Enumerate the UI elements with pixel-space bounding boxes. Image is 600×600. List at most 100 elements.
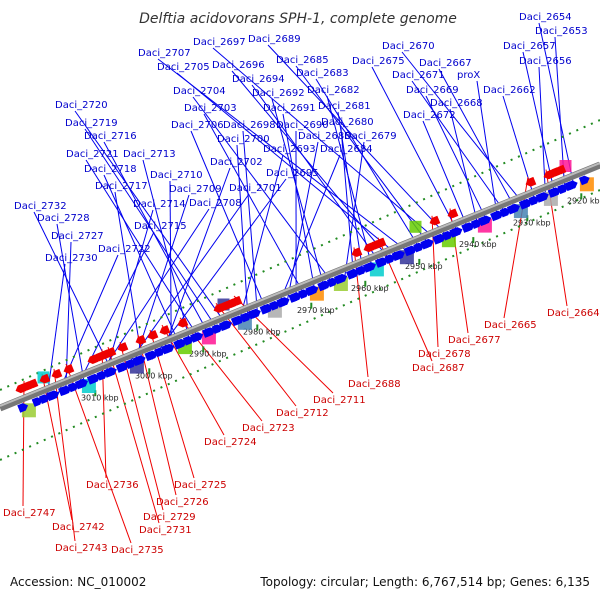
reverse-gene-label[interactable]: Daci_2729: [143, 512, 196, 523]
forward-gene-arrow: [449, 228, 461, 238]
tick-mark: [202, 346, 205, 353]
label-leader-line: [326, 95, 374, 271]
forward-gene-label[interactable]: Daci_2684: [320, 144, 373, 155]
forward-gene-label[interactable]: Daci_2717: [95, 181, 148, 192]
label-leader-line: [538, 66, 547, 200]
forward-gene-label[interactable]: Daci_2675: [352, 56, 405, 67]
reverse-gene-label[interactable]: Daci_2725: [174, 480, 227, 491]
forward-gene-label[interactable]: Daci_2682: [307, 85, 360, 96]
forward-gene-label[interactable]: Daci_2721: [66, 149, 119, 160]
forward-gene-label[interactable]: Daci_2727: [51, 231, 104, 242]
forward-gene-label[interactable]: Daci_2701: [229, 183, 282, 194]
forward-gene-arrow: [125, 359, 137, 369]
forward-gene-label[interactable]: Daci_2683: [296, 68, 349, 79]
forward-gene-label[interactable]: Daci_2720: [55, 100, 108, 111]
forward-gene-label[interactable]: Daci_2697: [193, 37, 246, 48]
forward-gene-label[interactable]: Daci_2656: [519, 56, 572, 67]
forward-gene-label[interactable]: Daci_2680: [321, 117, 374, 128]
forward-gene-label[interactable]: Daci_2694: [232, 74, 285, 85]
forward-gene-arrow: [218, 321, 230, 332]
reverse-gene-label[interactable]: Daci_2747: [3, 508, 56, 519]
forward-gene-label[interactable]: Daci_2695: [266, 168, 319, 179]
forward-gene-label[interactable]: Daci_2693: [263, 144, 316, 155]
reverse-gene-label[interactable]: Daci_2731: [139, 525, 192, 536]
forward-gene-label[interactable]: Daci_2700: [217, 134, 270, 145]
reverse-gene-label[interactable]: Daci_2723: [242, 423, 295, 434]
label-leader-line: [231, 70, 393, 263]
reverse-gene-label[interactable]: Daci_2736: [86, 480, 139, 491]
reverse-gene-label[interactable]: Daci_2735: [111, 545, 164, 556]
forward-gene-label[interactable]: Daci_2654: [519, 12, 572, 23]
forward-gene-label[interactable]: Daci_2691: [263, 103, 316, 114]
forward-gene-label[interactable]: Daci_2730: [45, 253, 98, 264]
forward-gene-label[interactable]: Daci_2667: [419, 58, 472, 69]
forward-gene-label[interactable]: Daci_2672: [403, 110, 456, 121]
inner-tick-track: [0, 189, 600, 461]
forward-gene-label[interactable]: Daci_2681: [318, 101, 371, 112]
reverse-gene-label[interactable]: Daci_2677: [448, 335, 501, 346]
forward-gene-label[interactable]: Daci_2653: [535, 26, 588, 37]
forward-gene-label[interactable]: Daci_2713: [123, 149, 176, 160]
forward-gene-label[interactable]: Daci_2685: [276, 55, 329, 66]
tick-label: 2980 kbp: [243, 328, 281, 337]
forward-gene-label[interactable]: Daci_2704: [173, 86, 226, 97]
forward-gene-label[interactable]: Daci_2715: [134, 221, 187, 232]
forward-gene-label[interactable]: Daci_2686: [298, 131, 351, 142]
forward-gene-label[interactable]: Daci_2705: [157, 62, 210, 73]
forward-gene-label[interactable]: Daci_2671: [392, 70, 445, 81]
forward-gene-arrow: [204, 327, 216, 337]
forward-gene-label[interactable]: Daci_2690: [276, 120, 329, 131]
label-leader-line: [236, 144, 249, 321]
forward-gene-label[interactable]: Daci_2707: [138, 48, 191, 59]
forward-gene-label[interactable]: Daci_2722: [98, 244, 151, 255]
label-leader-line: [340, 127, 355, 278]
label-leader-line: [425, 95, 489, 224]
forward-gene-label[interactable]: Daci_2710: [150, 170, 203, 181]
forward-gene-label[interactable]: Daci_2706: [171, 120, 224, 131]
forward-gene-label[interactable]: Daci_2670: [382, 41, 435, 52]
forward-gene-label[interactable]: Daci_2709: [169, 184, 222, 195]
tick-mark: [94, 390, 97, 397]
forward-gene-arrow: [305, 286, 317, 297]
reverse-gene-label[interactable]: Daci_2664: [547, 308, 600, 319]
reverse-gene-label[interactable]: Daci_2742: [52, 522, 105, 533]
forward-gene-label[interactable]: Daci_2692: [252, 88, 305, 99]
forward-gene-label[interactable]: Daci_2714: [133, 199, 186, 210]
forward-gene-label[interactable]: Daci_2719: [65, 118, 118, 129]
forward-gene-label[interactable]: Daci_2679: [344, 131, 397, 142]
label-leader-line: [343, 141, 365, 282]
label-leader-line: [449, 108, 479, 228]
forward-gene-label[interactable]: Daci_2662: [483, 85, 536, 96]
forward-gene-label[interactable]: Daci_2708: [189, 198, 242, 209]
tick-mark: [256, 324, 259, 331]
reverse-gene-arrow: [15, 383, 27, 394]
forward-gene-label[interactable]: Daci_2703: [184, 103, 237, 114]
tick-label: 2940 kbp: [459, 240, 497, 249]
forward-gene-label[interactable]: Daci_2668: [430, 98, 483, 109]
forward-gene-label[interactable]: Daci_2689: [248, 34, 301, 45]
label-leader-line: [142, 159, 191, 344]
forward-gene-label[interactable]: Daci_2702: [210, 157, 263, 168]
reverse-gene-label[interactable]: Daci_2665: [484, 320, 537, 331]
forward-gene-label[interactable]: Daci_2669: [406, 85, 459, 96]
forward-gene-label[interactable]: Daci_2728: [37, 213, 90, 224]
forward-gene-label[interactable]: Daci_2657: [503, 41, 556, 52]
reverse-gene-label[interactable]: Daci_2711: [313, 395, 366, 406]
reverse-gene-label[interactable]: Daci_2688: [348, 379, 401, 390]
tick-mark: [364, 280, 367, 287]
tick-mark: [526, 215, 529, 222]
forward-gene-arrow: [319, 280, 331, 291]
reverse-gene-label[interactable]: Daci_2724: [204, 437, 257, 448]
forward-gene-arrow: [420, 239, 432, 250]
forward-gene-label[interactable]: Daci_2732: [14, 201, 67, 212]
forward-gene-label[interactable]: Daci_2718: [84, 164, 137, 175]
reverse-gene-label[interactable]: Daci_2712: [276, 408, 329, 419]
reverse-gene-label[interactable]: Daci_2743: [55, 543, 108, 554]
reverse-gene-label[interactable]: Daci_2687: [412, 363, 465, 374]
forward-gene-label[interactable]: proX: [457, 70, 480, 81]
forward-gene-label[interactable]: Daci_2698: [223, 120, 276, 131]
forward-gene-label[interactable]: Daci_2696: [212, 60, 265, 71]
reverse-gene-label[interactable]: Daci_2726: [156, 497, 209, 508]
reverse-gene-label[interactable]: Daci_2678: [418, 349, 471, 360]
forward-gene-label[interactable]: Daci_2716: [84, 131, 137, 142]
